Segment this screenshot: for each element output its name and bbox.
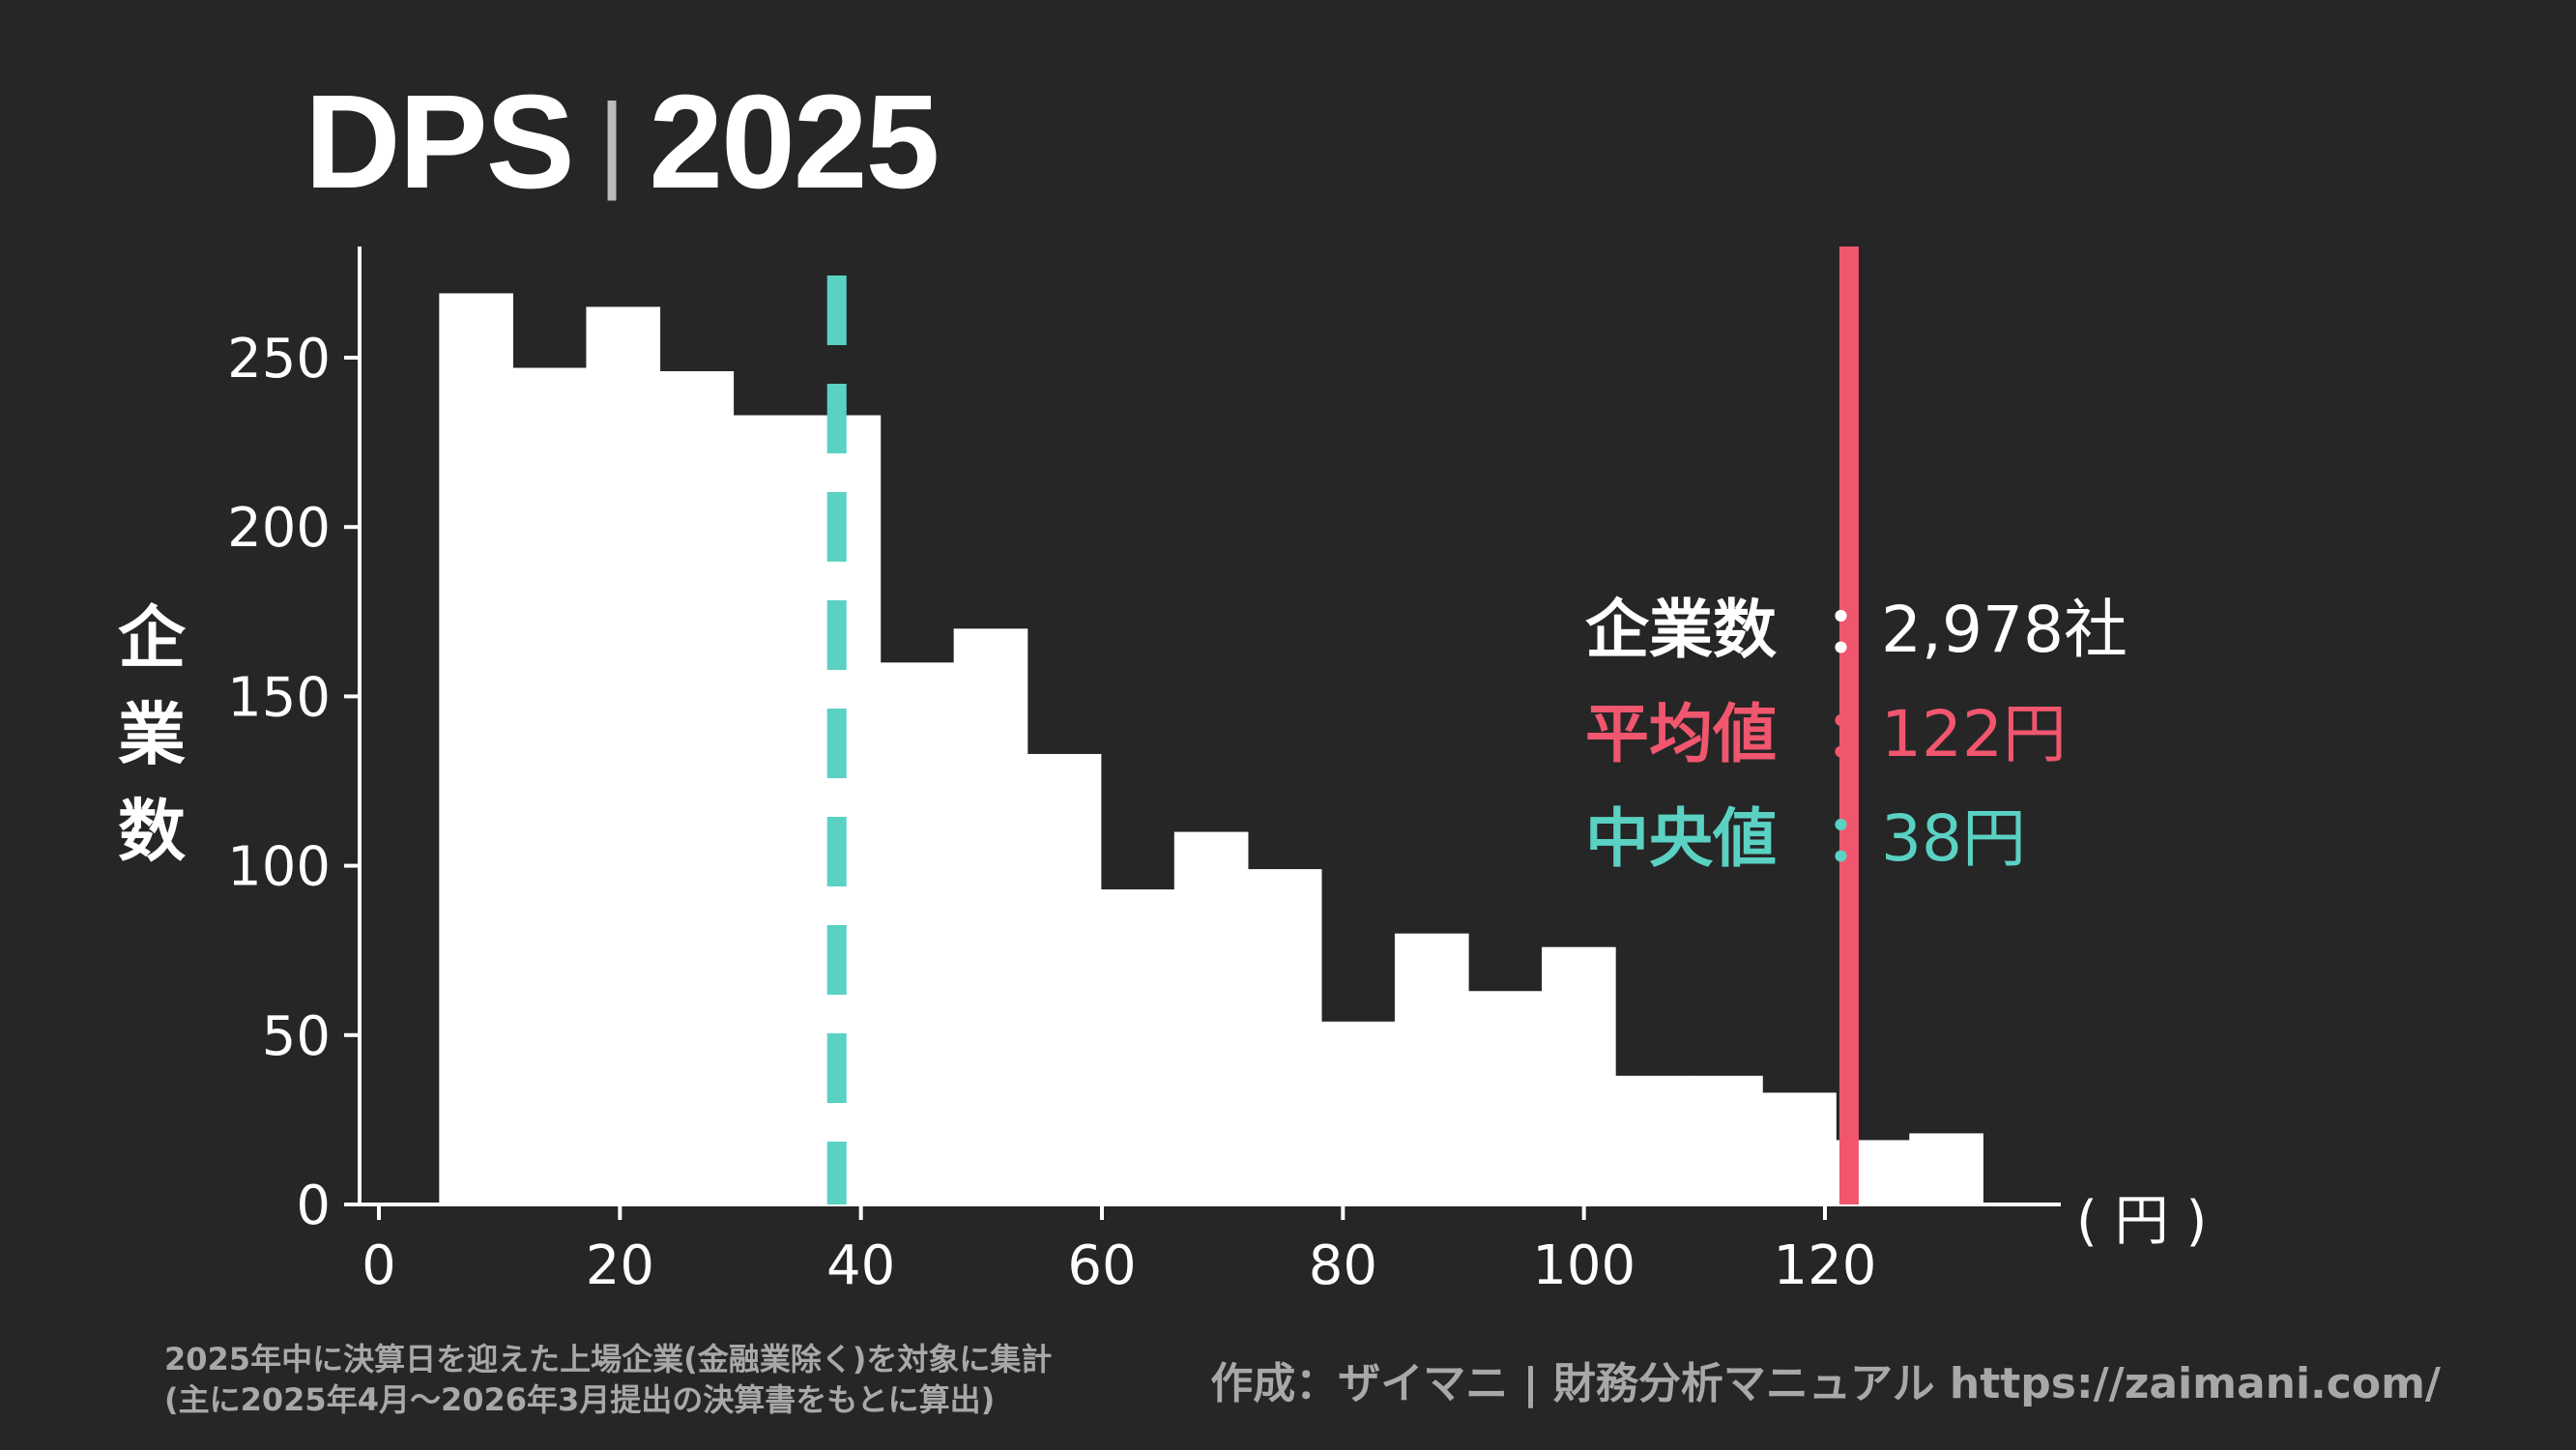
y-tick-label: 150 (227, 666, 331, 729)
x-tick-label: 0 (362, 1234, 396, 1297)
ticks-group: 0 50 100 150 200 250 0 20 40 60 80 100 120 (227, 328, 1876, 1297)
histogram-bar (1909, 1133, 1983, 1204)
stat-count-label: 企業数 (1585, 593, 1777, 667)
stat-mean-value: 122円 (1881, 697, 2067, 771)
histogram-bar (1247, 869, 1322, 1204)
histogram-bar (733, 415, 808, 1204)
stat-mean-label: 平均値 (1585, 697, 1777, 771)
title-year: 2025 (649, 68, 940, 217)
y-tick-label: 0 (296, 1174, 331, 1237)
histogram-bar (439, 293, 513, 1204)
bars-group (439, 293, 1983, 1205)
histogram-bar (880, 662, 955, 1204)
histogram-bar (953, 628, 1028, 1204)
title-separator: | (597, 82, 626, 201)
histogram-bar (512, 367, 588, 1205)
y-tick-label: 250 (227, 328, 331, 391)
x-tick-label: 60 (1067, 1234, 1136, 1297)
y-axis-label-char: 数 (118, 792, 186, 871)
histogram-bar (1467, 991, 1543, 1204)
credit-text: 作成：ザイマニ | 財務分析マニュアル https://zaimani.com/ (1210, 1359, 2441, 1408)
stat-mean-colon: ： (1825, 697, 1889, 771)
stat-median-label: 中央値 (1585, 801, 1777, 876)
x-tick-label: 120 (1774, 1234, 1877, 1297)
histogram-bar (1762, 1092, 1837, 1204)
footnote-line-2: (主に2025年4月〜2026年3月提出の決算書をもとに算出) (164, 1381, 996, 1418)
footnote-line-1: 2025年中に決算日を迎えた上場企業(金融業除く)を対象に集計 (164, 1341, 1053, 1378)
histogram-bar (1542, 946, 1616, 1204)
histogram-bar (1320, 1021, 1396, 1204)
histogram-bar (1394, 933, 1469, 1204)
y-axis-label-char: 業 (118, 695, 186, 774)
stat-count-colon: ： (1825, 593, 1889, 667)
stat-count-value: 2,978社 (1881, 593, 2127, 667)
title-main: DPS (304, 68, 575, 217)
histogram-bar (1615, 1075, 1690, 1204)
stat-median-value: 38円 (1881, 801, 2026, 876)
histogram-bar (1173, 831, 1249, 1204)
stat-median-colon: ： (1825, 801, 1889, 876)
histogram-bar (659, 371, 735, 1204)
histogram-bar (586, 306, 661, 1204)
y-tick-label: 200 (227, 497, 331, 560)
y-axis-label: 企 業 数 (108, 590, 195, 880)
x-tick-label: 40 (826, 1234, 895, 1297)
x-axis-unit: ( 円 ) (2076, 1190, 2208, 1253)
y-tick-label: 100 (227, 836, 331, 899)
footnote: 2025年中に決算日を迎えた上場企業(金融業除く)を対象に集計 (主に2025年… (164, 1339, 1052, 1420)
histogram-bar (1027, 753, 1102, 1204)
y-axis-label-char: 企 (118, 598, 186, 678)
x-tick-label: 80 (1309, 1234, 1377, 1297)
y-tick-label: 50 (262, 1005, 331, 1068)
x-tick-label: 20 (586, 1234, 654, 1297)
x-tick-label: 100 (1532, 1234, 1635, 1297)
page-title: DPS | 2025 (304, 66, 940, 219)
axes-group (358, 246, 2061, 1206)
histogram-bar (1100, 889, 1175, 1204)
histogram-bar (1689, 1075, 1763, 1204)
